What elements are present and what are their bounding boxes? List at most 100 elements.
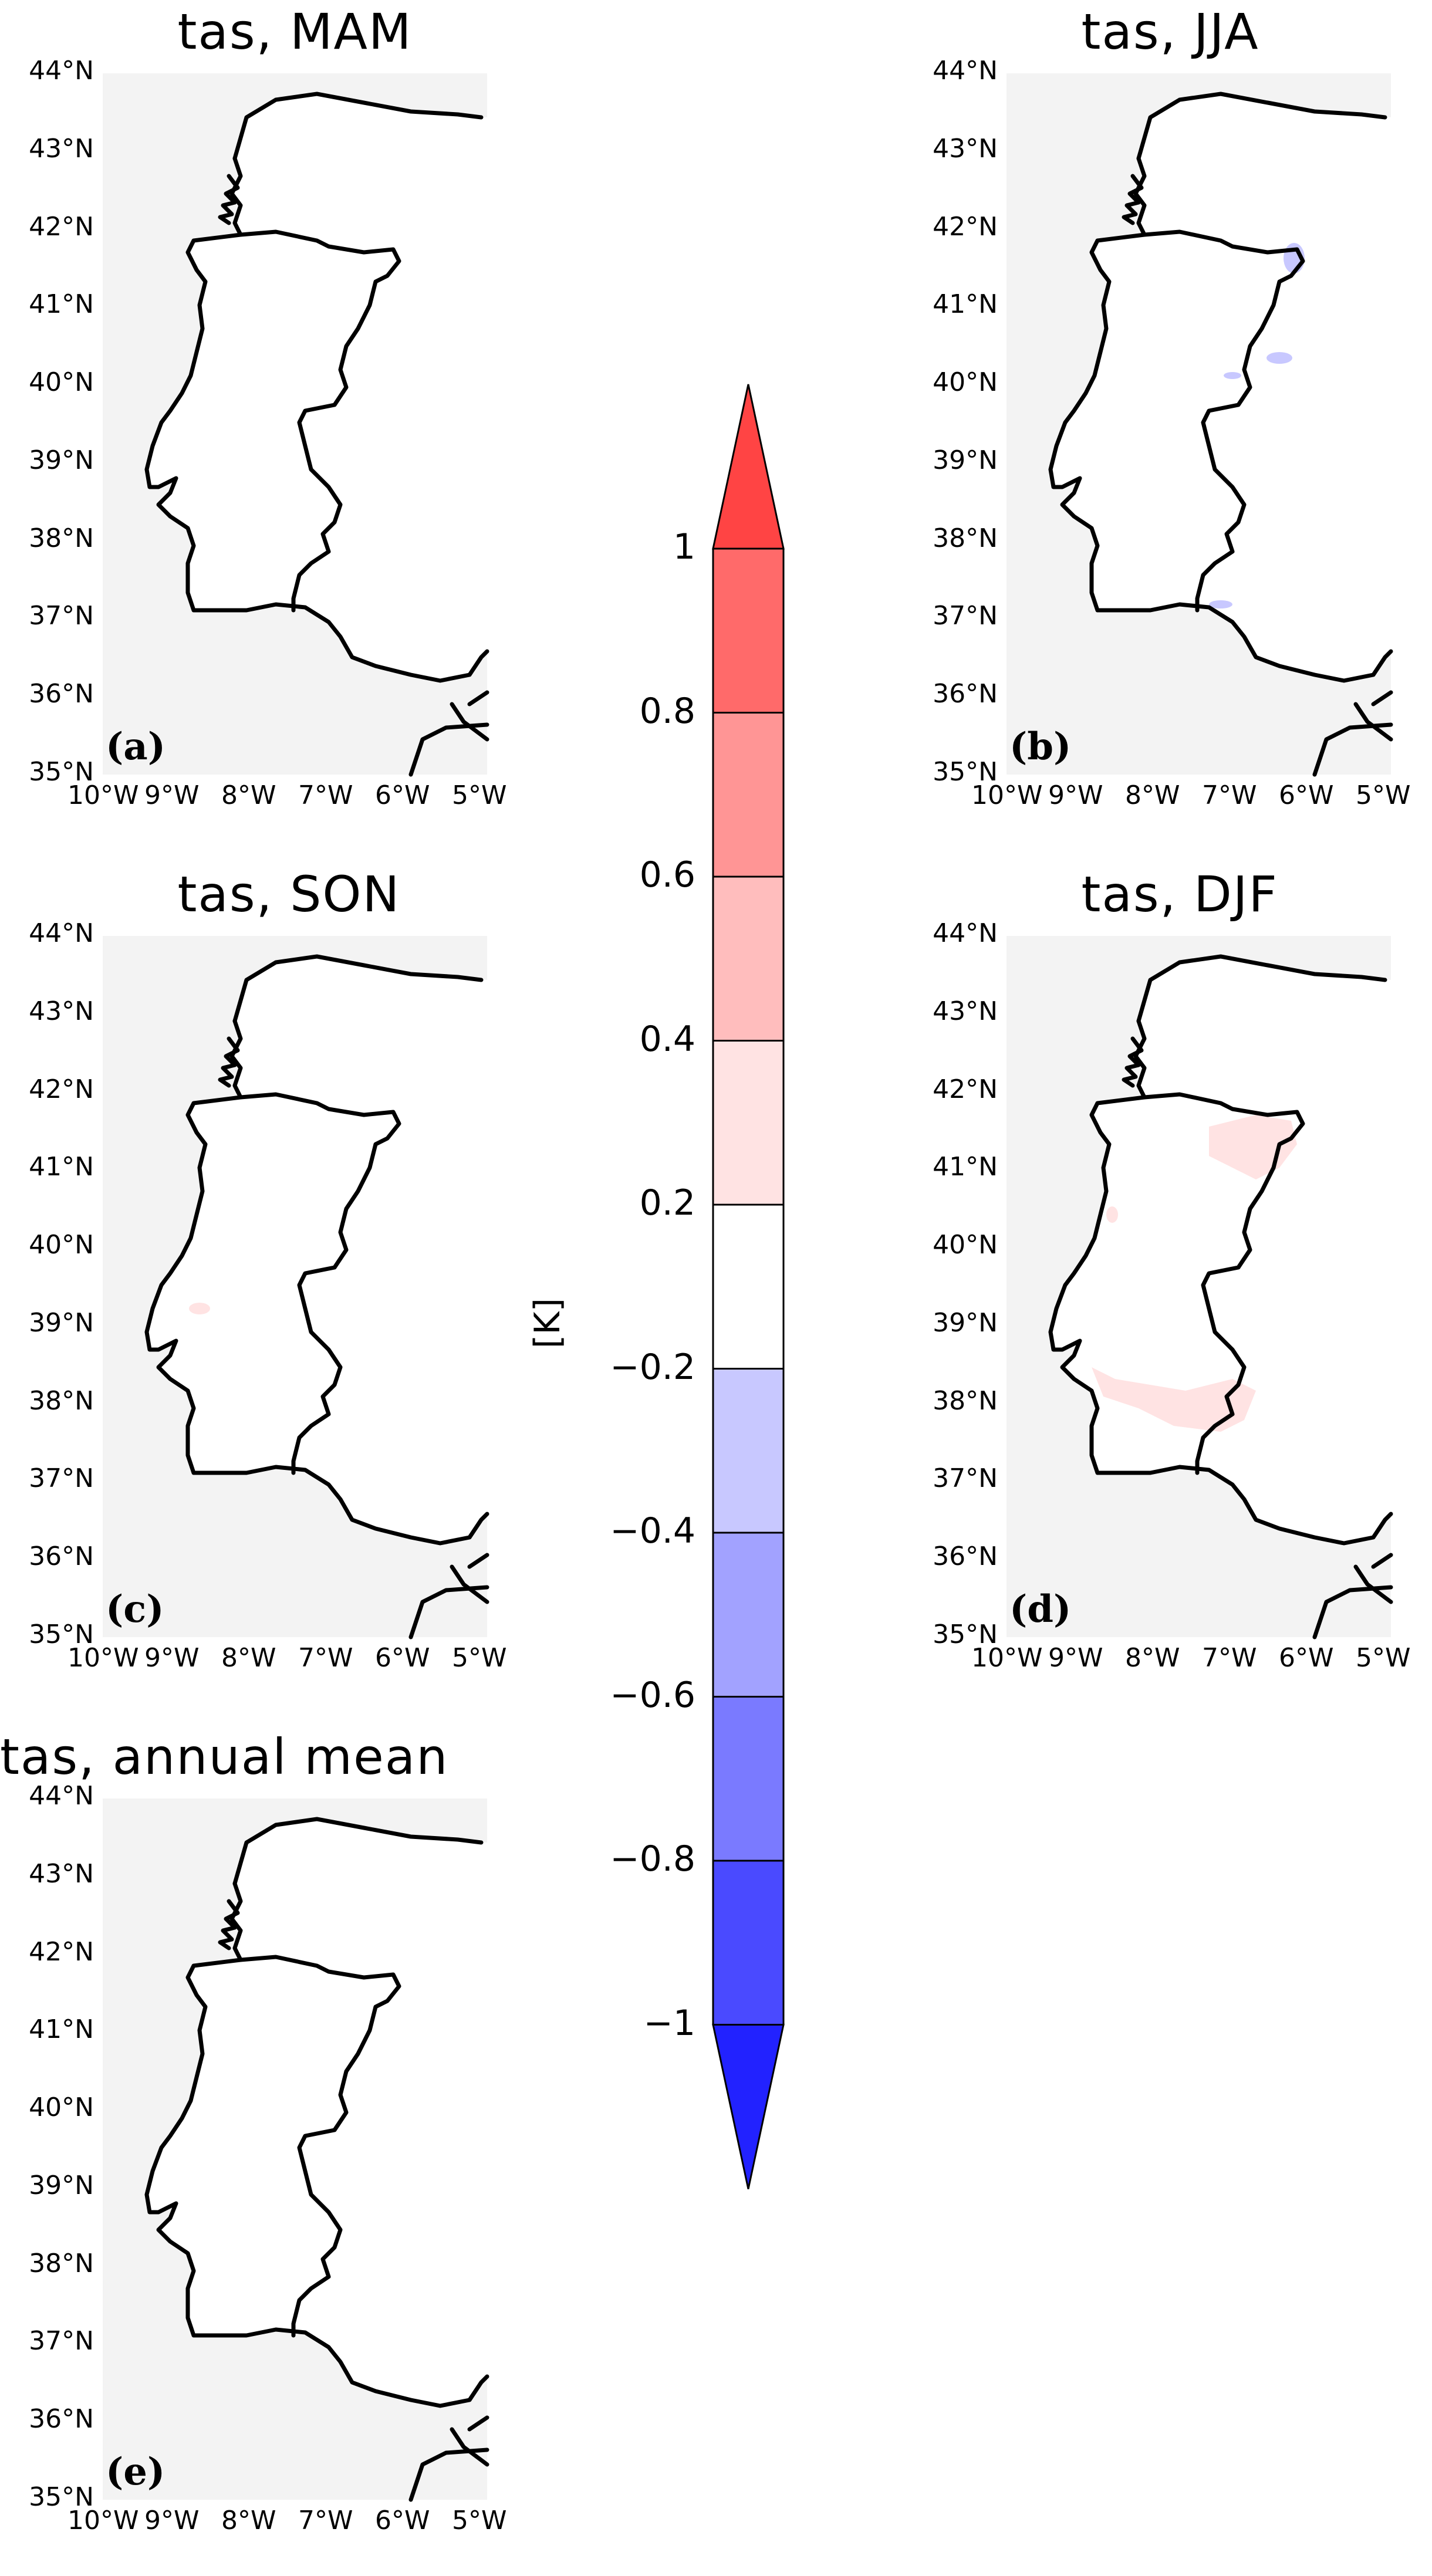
panel-letter: (d) <box>1009 1587 1072 1631</box>
border-line <box>238 229 401 613</box>
lat-tick-label: 38°N <box>29 1385 94 1416</box>
colorbar-band <box>712 547 785 714</box>
lat-tick-label: 42°N <box>933 211 998 242</box>
lon-tick-label: 9°W <box>1048 1643 1103 1673</box>
colorbar-band <box>712 1860 785 2026</box>
land-area <box>147 94 487 681</box>
colorbar-tick-label: −0.6 <box>610 1674 695 1716</box>
lat-tick-label: 40°N <box>933 1230 998 1260</box>
lat-tick-label: 37°N <box>29 2326 94 2357</box>
lat-tick-label: 43°N <box>933 996 998 1026</box>
lat-tick-label: 39°N <box>29 2170 94 2200</box>
panel-title: tas, annual mean <box>0 1728 449 1786</box>
lat-tick-label: 35°N <box>933 757 998 787</box>
lon-tick-label: 5°W <box>452 1643 507 1673</box>
lat-tick-label: 36°N <box>933 1541 998 1572</box>
lat-tick-label: 43°N <box>933 133 998 164</box>
africa-coast <box>408 1553 489 1639</box>
lat-tick-label: 36°N <box>29 679 94 709</box>
africa-coast <box>1312 690 1393 777</box>
lon-tick-label: 10°W <box>971 1643 1043 1673</box>
lon-tick-label: 5°W <box>1356 780 1411 810</box>
lat-tick-label: 41°N <box>29 289 94 320</box>
lon-tick-label: 8°W <box>1125 1643 1180 1673</box>
colorbar-band <box>712 1696 785 1862</box>
panel-title: tas, MAM <box>177 3 413 60</box>
lat-tick-label: 39°N <box>933 445 998 475</box>
lat-tick-label: 44°N <box>933 56 998 86</box>
lon-tick-label: 9°W <box>1048 780 1103 810</box>
panel-title: tas, JJA <box>1081 3 1259 60</box>
anomaly-patch <box>189 1303 210 1314</box>
river-estuary <box>218 1899 240 1950</box>
lat-tick-label: 44°N <box>29 1781 94 1811</box>
anomaly-patch <box>1092 1367 1256 1432</box>
lat-tick-label: 39°N <box>933 1307 998 1338</box>
lon-tick-label: 6°W <box>1279 780 1334 810</box>
lon-tick-label: 8°W <box>1125 780 1180 810</box>
river-estuary <box>218 174 240 225</box>
lon-tick-label: 7°W <box>1202 1643 1257 1673</box>
anomaly-patch <box>1106 1206 1118 1223</box>
lat-tick-label: 35°N <box>29 2482 94 2512</box>
north-coastline <box>232 92 484 161</box>
river-estuary <box>1122 1036 1144 1088</box>
colorbar-band <box>712 712 785 878</box>
lat-tick-label: 37°N <box>29 1463 94 1494</box>
lat-tick-label: 35°N <box>29 757 94 787</box>
lat-tick-label: 37°N <box>933 1463 998 1494</box>
colorbar-under-arrow <box>712 2024 785 2189</box>
anomaly-patch <box>1266 352 1292 364</box>
lat-tick-label: 37°N <box>29 601 94 631</box>
panel-letter: (e) <box>106 2450 166 2494</box>
coastline <box>144 1881 489 2408</box>
colorbar-band <box>712 1532 785 1698</box>
lat-tick-label: 38°N <box>933 523 998 553</box>
lat-tick-label: 43°N <box>29 996 94 1026</box>
lat-tick-label: 35°N <box>933 1620 998 1649</box>
north-coastline <box>232 1817 484 1886</box>
lat-tick-label: 39°N <box>29 445 94 475</box>
lon-tick-label: 7°W <box>298 1643 353 1673</box>
colorbar-tick-label: −0.2 <box>610 1346 695 1388</box>
lon-tick-label: 9°W <box>144 780 200 810</box>
lat-tick-label: 43°N <box>29 1858 94 1889</box>
lat-tick-label: 37°N <box>933 601 998 631</box>
colorbar-band <box>712 1368 785 1534</box>
lat-tick-label: 42°N <box>29 1936 94 1967</box>
river-estuary <box>218 1036 240 1088</box>
lat-tick-label: 36°N <box>933 679 998 709</box>
colorbar-tick-label: 0.4 <box>639 1018 695 1060</box>
north-coastline <box>1136 954 1387 1023</box>
colorbar-tick-label: −0.4 <box>610 1510 695 1551</box>
lon-tick-label: 5°W <box>452 2506 507 2536</box>
lon-tick-label: 10°W <box>67 780 139 810</box>
north-coastline <box>232 954 484 1023</box>
lon-tick-label: 9°W <box>144 2506 200 2536</box>
colorbar-tick-label: −1 <box>643 2002 695 2044</box>
map-svg <box>1007 936 1393 1639</box>
panel-letter: (c) <box>106 1587 164 1631</box>
lat-tick-label: 41°N <box>29 1152 94 1182</box>
coastline <box>1048 1019 1393 1546</box>
lat-tick-label: 36°N <box>29 1541 94 1572</box>
lon-tick-label: 5°W <box>452 780 507 810</box>
lat-tick-label: 38°N <box>29 2248 94 2278</box>
lon-tick-label: 8°W <box>221 1643 276 1673</box>
lat-tick-label: 44°N <box>29 56 94 86</box>
panel-letter: (b) <box>1009 725 1072 769</box>
lat-tick-label: 42°N <box>933 1074 998 1104</box>
lon-tick-label: 8°W <box>221 780 276 810</box>
colorbar-tick-label: 0.2 <box>639 1182 695 1223</box>
colorbar-tick-label: −0.8 <box>610 1838 695 1879</box>
map-svg <box>103 73 489 777</box>
border-line <box>1142 229 1305 613</box>
lon-tick-label: 5°W <box>1356 1643 1411 1673</box>
lat-tick-label: 36°N <box>29 2404 94 2435</box>
lat-tick-label: 38°N <box>29 523 94 553</box>
lon-tick-label: 6°W <box>375 780 430 810</box>
lat-tick-label: 44°N <box>933 918 998 948</box>
africa-coast <box>408 2415 489 2502</box>
map-svg <box>103 1799 489 2502</box>
lon-tick-label: 7°W <box>298 780 353 810</box>
